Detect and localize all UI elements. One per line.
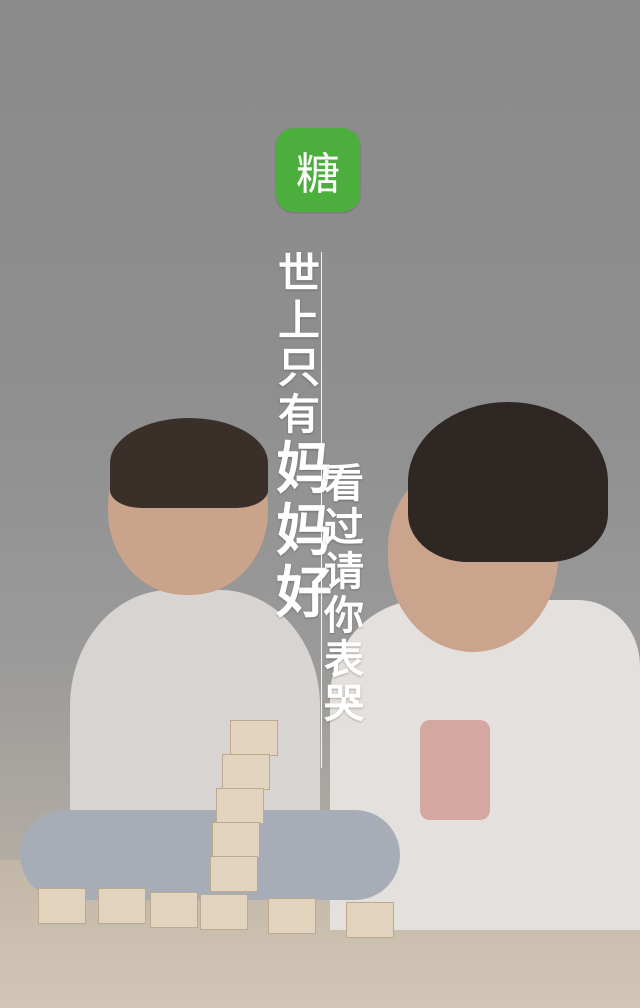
slogan-char: 过	[324, 504, 364, 551]
mother-hair	[408, 402, 608, 562]
toy-block	[216, 788, 264, 824]
toy-block	[346, 902, 394, 938]
slogan-divider	[321, 252, 322, 768]
slogan-char: 看	[324, 460, 364, 507]
toy-block	[150, 892, 198, 928]
slogan-char: 只	[277, 343, 320, 392]
toy-block	[210, 856, 258, 892]
toy-block	[268, 898, 316, 934]
toy-block	[200, 894, 248, 930]
slogan-right-column: 看 过 请 你 表 哭	[323, 462, 365, 726]
slogan-char: 上	[277, 296, 320, 345]
slogan-char: 哭	[324, 680, 364, 727]
slogan-char: 表	[324, 636, 364, 683]
toy-block	[38, 888, 86, 924]
toy-block	[230, 720, 278, 756]
toy-block	[98, 888, 146, 924]
toy-block	[212, 822, 260, 858]
slogan-char: 世	[277, 249, 320, 298]
slogan-left-column: 世 上 只 有 妈 妈 好	[276, 249, 332, 626]
baby-hair	[110, 418, 268, 508]
slogan-char: 你	[324, 592, 364, 639]
mother-neck	[420, 720, 490, 820]
slogan-char: 妈	[276, 436, 332, 502]
toy-block	[222, 754, 270, 790]
slogan-char: 有	[277, 390, 320, 439]
app-logo: 糖	[276, 128, 360, 212]
slogan-char: 请	[324, 548, 364, 595]
slogan-char: 好	[276, 560, 332, 626]
slogan-char: 妈	[276, 498, 332, 564]
logo-text: 糖	[296, 149, 340, 200]
